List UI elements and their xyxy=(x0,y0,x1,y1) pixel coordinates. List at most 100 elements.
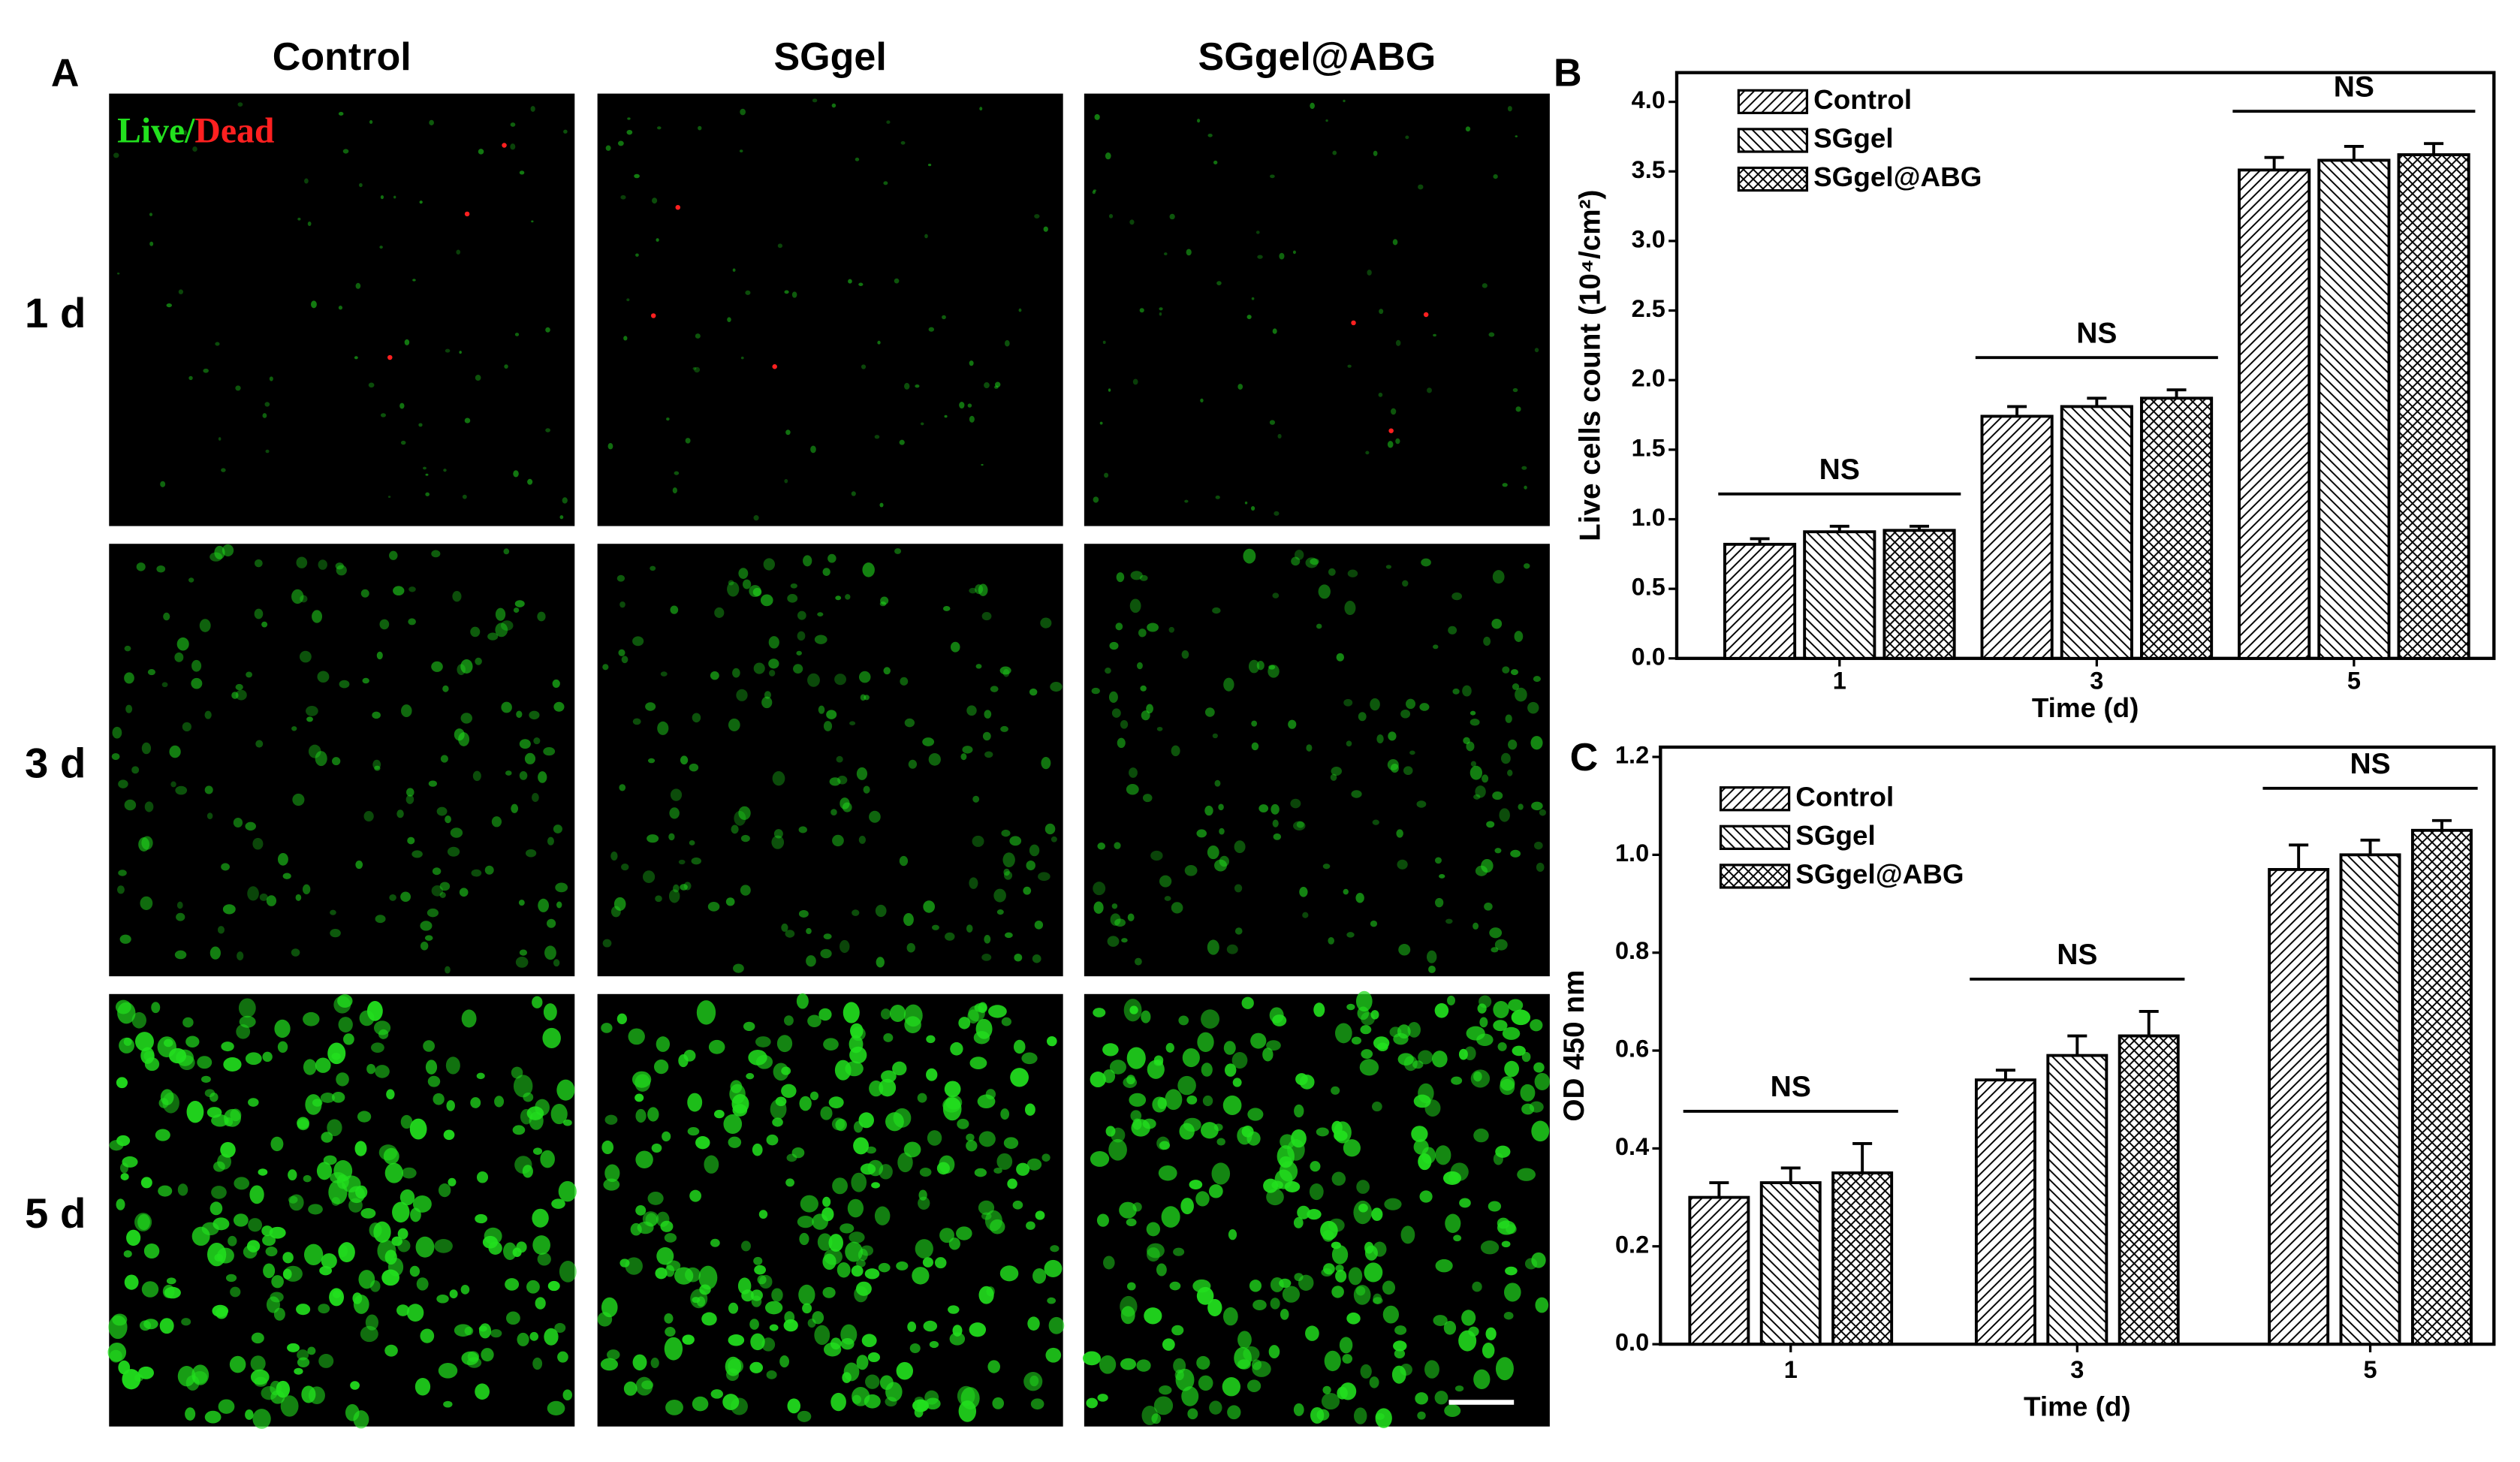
live-cell xyxy=(1142,794,1153,803)
live-cell xyxy=(178,289,183,294)
live-cell xyxy=(1403,766,1413,776)
live-cell xyxy=(1227,1405,1241,1420)
live-cell xyxy=(527,478,533,485)
live-cell xyxy=(1150,850,1163,861)
live-cell xyxy=(1477,1003,1487,1014)
live-cell xyxy=(1168,626,1175,633)
error-bar xyxy=(1750,537,1770,544)
live-cell xyxy=(1348,1267,1363,1286)
live-cell xyxy=(221,468,226,472)
live-cell xyxy=(401,1167,417,1179)
live-cell xyxy=(1316,1127,1329,1137)
live-cell xyxy=(597,1312,613,1327)
live-cell xyxy=(124,1274,139,1290)
live-cell xyxy=(1433,1315,1448,1326)
bar xyxy=(1831,1171,1894,1346)
live-cell xyxy=(1485,1327,1497,1340)
live-cell xyxy=(1153,1055,1164,1066)
live-cell xyxy=(867,1352,881,1363)
live-cell xyxy=(1157,1097,1167,1110)
live-cell xyxy=(1530,736,1543,750)
live-cell xyxy=(851,1265,864,1277)
live-cell xyxy=(1129,767,1138,778)
live-cell xyxy=(529,710,540,720)
live-cell xyxy=(1309,1183,1324,1201)
live-cell xyxy=(248,1098,259,1107)
live-cell xyxy=(1515,406,1521,412)
live-cell xyxy=(761,696,773,709)
live-cell xyxy=(874,1206,891,1225)
live-cell xyxy=(736,689,748,701)
live-cell xyxy=(680,884,688,891)
live-cell xyxy=(824,1342,842,1357)
live-cell xyxy=(118,779,128,788)
live-cell xyxy=(601,1140,614,1155)
live-cell xyxy=(785,930,795,938)
live-cell xyxy=(470,1097,481,1108)
x-tick-label: 5 xyxy=(2347,668,2361,695)
live-cell xyxy=(231,692,239,699)
live-cell xyxy=(1094,114,1100,120)
live-cell xyxy=(292,793,305,806)
live-cell xyxy=(1405,135,1409,140)
live-cell xyxy=(1248,659,1260,674)
live-cell xyxy=(1090,1072,1106,1088)
bar xyxy=(2268,867,2330,1346)
live-cell xyxy=(745,290,751,295)
live-cell xyxy=(1473,1128,1489,1143)
live-cell xyxy=(601,1023,613,1033)
live-cell xyxy=(650,565,656,571)
live-cell xyxy=(200,1075,211,1083)
live-cell xyxy=(433,1093,445,1105)
live-cell xyxy=(217,1153,232,1170)
live-cell xyxy=(645,702,656,711)
live-cell xyxy=(1041,1153,1051,1162)
live-cell xyxy=(443,1400,453,1408)
live-cell xyxy=(355,282,361,289)
live-cell xyxy=(1159,875,1172,888)
live-cell xyxy=(217,926,225,934)
live-cell xyxy=(632,1354,647,1371)
live-cell xyxy=(396,809,404,818)
live-cell xyxy=(1120,1295,1138,1317)
live-cell xyxy=(495,607,506,621)
live-cell xyxy=(807,673,820,687)
live-cell xyxy=(1090,1150,1110,1167)
live-cell xyxy=(978,1131,996,1147)
live-cell xyxy=(1169,213,1175,220)
live-cell xyxy=(1244,501,1248,505)
live-cell xyxy=(616,1013,627,1025)
live-cell xyxy=(966,1133,975,1142)
live-cell xyxy=(352,1292,363,1304)
panel-label: B xyxy=(1554,51,1582,95)
live-cell xyxy=(365,1314,379,1331)
live-cell xyxy=(1164,252,1168,256)
live-cell xyxy=(209,1201,223,1216)
legend-label: SGgel@ABG xyxy=(1795,859,1964,890)
live-cell xyxy=(471,869,482,877)
live-cell xyxy=(532,1147,543,1155)
live-cell xyxy=(714,607,725,618)
live-cell xyxy=(355,860,363,870)
live-cell xyxy=(1346,1003,1355,1011)
live-cell xyxy=(1129,219,1135,225)
live-cell xyxy=(495,622,508,638)
live-cell xyxy=(1493,1020,1508,1032)
live-cell xyxy=(1397,859,1408,870)
live-cell xyxy=(1197,119,1201,123)
live-cell xyxy=(185,1407,196,1421)
bar xyxy=(1980,414,2054,660)
live-cell xyxy=(969,360,974,366)
live-cell xyxy=(897,1152,913,1173)
live-cell xyxy=(432,867,442,876)
live-cell xyxy=(1105,1126,1116,1137)
live-cell xyxy=(436,806,448,816)
live-cell xyxy=(768,659,779,669)
live-cell xyxy=(741,1289,754,1302)
live-cell xyxy=(1279,1161,1298,1182)
live-cell xyxy=(317,671,330,683)
live-cell xyxy=(445,348,451,353)
live-cell xyxy=(505,1278,520,1291)
live-cell xyxy=(1243,548,1256,564)
live-cell xyxy=(1356,1180,1370,1194)
